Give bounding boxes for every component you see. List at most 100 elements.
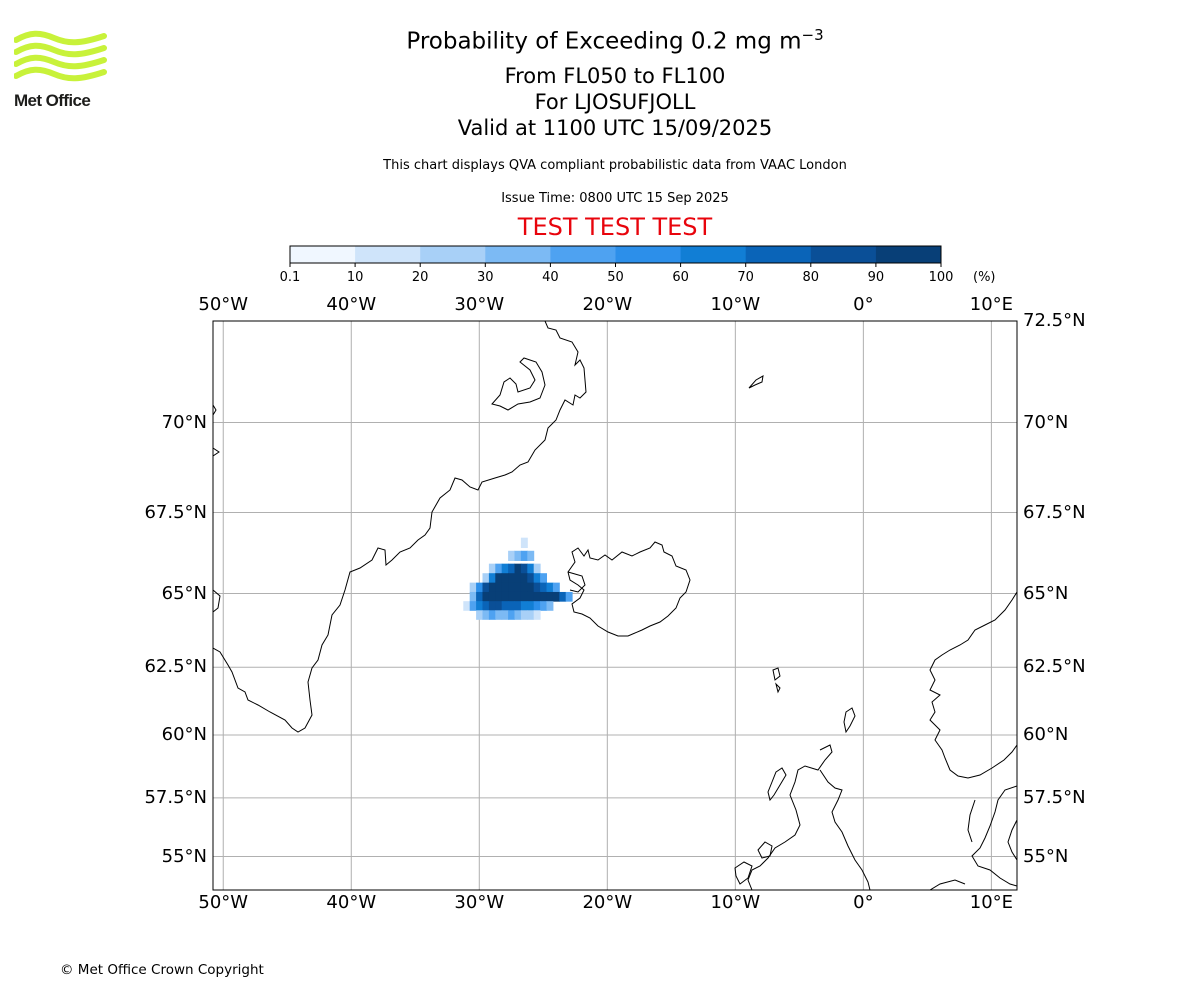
lat-label-right: 72.5°N <box>1023 310 1086 331</box>
plume-cell <box>514 610 522 620</box>
plume-cell <box>520 573 528 584</box>
plume-cell <box>508 550 515 561</box>
plume-cell <box>501 582 509 593</box>
plume-cell <box>546 591 554 602</box>
plume-cell <box>514 563 522 574</box>
colorbar-tick-label: 10 <box>346 270 364 285</box>
plume-cell <box>476 601 483 611</box>
plume-cell <box>508 591 515 602</box>
copyright: © Met Office Crown Copyright <box>60 962 264 978</box>
lon-label-top: 50°W <box>198 294 249 315</box>
plume-cell <box>533 601 541 611</box>
flight-level-title: From FL050 to FL100 <box>504 64 726 88</box>
plume-cell <box>495 591 503 602</box>
plume-cell <box>514 591 522 602</box>
plume-cell <box>501 563 509 574</box>
plume-cell <box>533 591 541 602</box>
plume-cell <box>520 610 528 620</box>
plume-cell <box>520 550 528 561</box>
colorbar-segment <box>550 246 616 263</box>
plume-cell <box>527 563 535 574</box>
colorbar-tick-label: 80 <box>802 270 820 285</box>
colorbar-segment <box>615 246 682 263</box>
colorbar-segment <box>420 246 486 263</box>
issue-time: Issue Time: 0800 UTC 15 Sep 2025 <box>501 191 729 206</box>
plume-cell <box>495 582 503 593</box>
plume-cell <box>527 591 535 602</box>
coastline-faroe <box>772 667 781 694</box>
colorbar-segment <box>485 246 551 263</box>
lon-label-top: 30°W <box>454 294 505 315</box>
plume-cell <box>527 601 535 611</box>
lon-label-bottom: 20°W <box>582 892 633 913</box>
coastline-scotland <box>747 744 871 890</box>
test-banner: TEST TEST TEST <box>517 213 713 241</box>
lat-label-left: 67.5°N <box>144 501 207 523</box>
plume-cell <box>514 582 522 593</box>
colorbar-tick-label: 30 <box>477 270 494 285</box>
colorbar-tick-label: 70 <box>737 270 754 285</box>
lat-label-right: 65°N <box>1023 582 1069 604</box>
colorbar-tick-label: 60 <box>672 270 689 285</box>
lat-label-left: 70°N <box>161 411 207 433</box>
plume-cell <box>495 610 503 620</box>
plume-cell <box>488 563 496 574</box>
lon-label-bottom: 40°W <box>326 892 377 913</box>
plume-cell <box>495 573 503 584</box>
plume-cell <box>514 601 522 611</box>
coastline-iceland <box>567 541 691 637</box>
plume-cell <box>495 563 503 574</box>
lat-label-right: 55°N <box>1023 845 1069 867</box>
lat-label-right: 67.5°N <box>1023 501 1086 523</box>
map-frame <box>212 320 1018 891</box>
plume-cell <box>527 550 535 561</box>
coastline-hebrides <box>734 767 787 885</box>
plume-cell <box>514 550 522 561</box>
coastline-norway <box>929 591 1017 779</box>
lat-label-left: 65°N <box>161 582 207 604</box>
plume-cell <box>476 591 483 602</box>
plume-cell <box>501 573 509 584</box>
colorbar-segment <box>875 246 942 263</box>
logo-wave <box>14 54 107 70</box>
plume-cell <box>508 563 515 574</box>
lat-label-right: 62.5°N <box>1023 656 1086 678</box>
colorbar-tick-label: 0.1 <box>279 270 301 285</box>
plume-cell <box>476 610 483 620</box>
coastline-greenland <box>213 321 587 733</box>
plume-cell <box>482 573 490 584</box>
plume-cell <box>520 563 528 574</box>
coastline-shetland <box>843 707 856 734</box>
plume-cell <box>482 582 490 593</box>
plume-cell <box>514 573 522 584</box>
lon-label-bottom: 10°W <box>710 892 761 913</box>
plume-cell <box>501 591 509 602</box>
lon-label-top: 20°W <box>582 294 633 315</box>
lon-label-top: 40°W <box>326 294 377 315</box>
plume-cell <box>463 601 471 611</box>
plume-cell <box>540 591 548 602</box>
lat-label-left: 60°N <box>161 724 207 745</box>
colorbar-tick-label: 90 <box>867 270 885 285</box>
colorbar-segment <box>810 246 877 263</box>
logo-wave <box>14 30 107 46</box>
plume-cell <box>533 582 541 593</box>
lat-label-right: 70°N <box>1023 411 1069 433</box>
lon-label-bottom: 30°W <box>454 892 505 913</box>
valid-time-title: Valid at 1100 UTC 15/09/2025 <box>457 116 773 140</box>
plume-cell <box>552 582 560 593</box>
plume-cell <box>488 573 496 584</box>
plume-cell <box>520 591 528 602</box>
plume-cell <box>546 601 554 611</box>
title-exponent: −3 <box>801 26 824 44</box>
volcano-title: For LJOSUFJOLL <box>534 90 696 114</box>
plume-cell <box>482 610 490 620</box>
plume-cell <box>482 591 490 602</box>
colorbar-unit: (%) <box>973 270 996 285</box>
lat-label-left: 62.5°N <box>144 656 207 678</box>
lon-label-top: 10°W <box>710 294 761 315</box>
plume-cell <box>482 601 490 611</box>
plume-cell <box>469 601 477 611</box>
colorbar-segment <box>745 246 812 263</box>
